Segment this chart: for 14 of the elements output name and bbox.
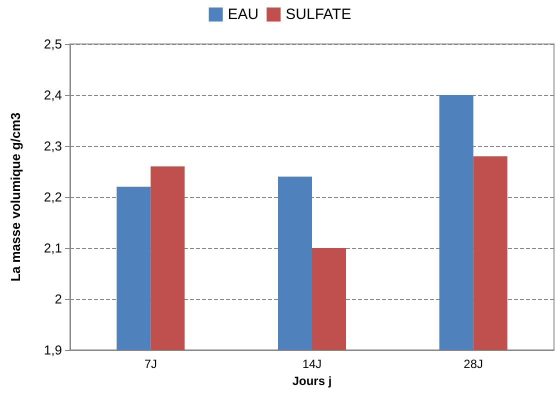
legend-label: EAU: [228, 6, 259, 23]
y-tick-label: 1,9: [44, 342, 62, 358]
y-tick-label: 2,4: [44, 88, 62, 102]
x-tick-label: 14J: [302, 357, 322, 371]
y-tick-label: 2,1: [44, 240, 62, 256]
y-tick-label: 2,2: [44, 190, 62, 204]
x-axis-title: Jours j: [292, 374, 332, 388]
x-tick-label: 7J: [144, 357, 158, 371]
y-tick-label: 2,3: [44, 138, 62, 154]
y-axis-title: La masse volumique g/cm3: [8, 112, 23, 282]
y-tick-label: 2,5: [44, 36, 62, 52]
legend-label: SULFATE: [286, 6, 352, 23]
x-tick-label: 28J: [464, 357, 484, 371]
y-tick-label: 2: [54, 292, 62, 306]
